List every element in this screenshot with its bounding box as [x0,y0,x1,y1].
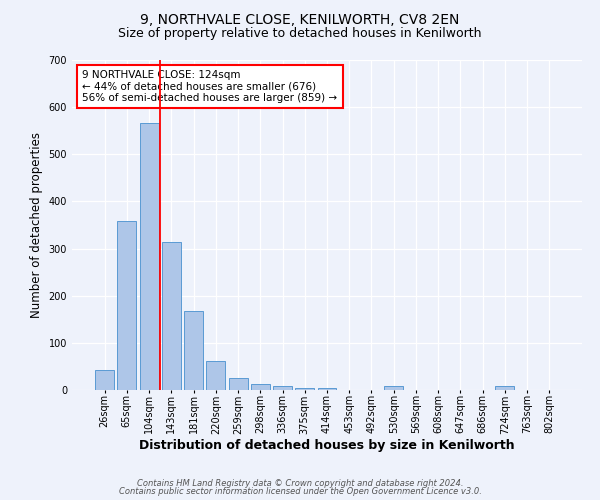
Y-axis label: Number of detached properties: Number of detached properties [30,132,43,318]
Bar [251,384,270,390]
Bar [95,370,114,390]
Bar [229,378,248,390]
Bar [273,386,292,390]
Bar [295,388,314,390]
Bar [184,312,203,390]
Bar [162,242,181,390]
Bar [118,221,136,390]
Text: Size of property relative to detached houses in Kenilworth: Size of property relative to detached ho… [118,28,482,40]
X-axis label: Distribution of detached houses by size in Kenilworth: Distribution of detached houses by size … [139,439,515,452]
Bar [317,388,337,390]
Text: 9, NORTHVALE CLOSE, KENILWORTH, CV8 2EN: 9, NORTHVALE CLOSE, KENILWORTH, CV8 2EN [140,12,460,26]
Bar [384,386,403,390]
Bar [496,386,514,390]
Bar [140,122,158,390]
Text: Contains public sector information licensed under the Open Government Licence v3: Contains public sector information licen… [119,487,481,496]
Bar [206,361,225,390]
Text: Contains HM Land Registry data © Crown copyright and database right 2024.: Contains HM Land Registry data © Crown c… [137,478,463,488]
Text: 9 NORTHVALE CLOSE: 124sqm
← 44% of detached houses are smaller (676)
56% of semi: 9 NORTHVALE CLOSE: 124sqm ← 44% of detac… [82,70,337,103]
